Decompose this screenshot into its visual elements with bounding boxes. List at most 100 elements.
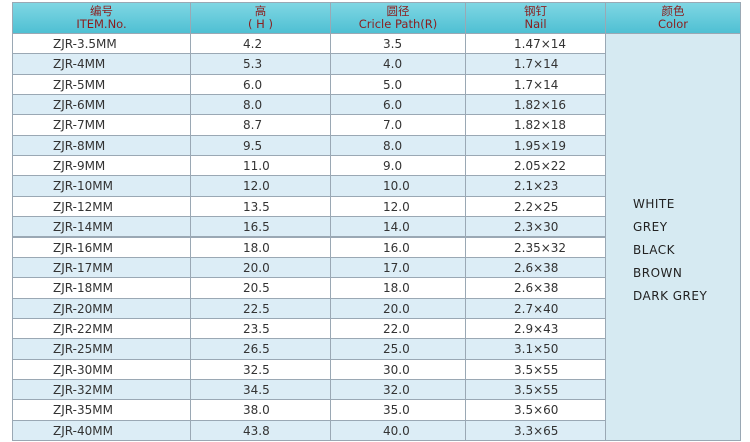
- header-zh: 颜色: [661, 4, 685, 18]
- table-cell: 22.0: [330, 317, 466, 340]
- table-cell: 1.7×14: [465, 73, 606, 96]
- table-cell: 34.5: [190, 378, 331, 401]
- table-cell: 2.2×25: [465, 195, 606, 218]
- table-cell: 5.0: [330, 73, 466, 96]
- table-cell: 25.0: [330, 338, 466, 360]
- table-cell: 2.05×22: [465, 155, 606, 177]
- table-cell: ZJR-16MM: [12, 236, 191, 258]
- table-cell: 22.5: [190, 297, 331, 319]
- header-cell: 编号 ITEM.No.: [12, 2, 191, 34]
- table-cell: 10.0: [330, 175, 466, 197]
- table-cell: 40.0: [330, 419, 466, 441]
- table-cell: 1.47×14: [465, 33, 606, 55]
- table-cell: 1.82×18: [465, 114, 606, 136]
- header-cell: 高( H ): [190, 2, 331, 34]
- table-cell: 26.5: [190, 338, 331, 360]
- table-cell: 2.6×38: [465, 256, 606, 279]
- table-cell: 8.0: [190, 94, 331, 116]
- table-cell: 2.3×30: [465, 216, 606, 238]
- table-cell: ZJR-3.5MM: [12, 33, 191, 55]
- table-cell: 3.1×50: [465, 338, 606, 360]
- table-cell: 35.0: [330, 399, 466, 421]
- table-cell: ZJR-20MM: [12, 297, 191, 319]
- table-cell: ZJR-5MM: [12, 73, 191, 96]
- table-cell: 3.5: [330, 33, 466, 55]
- header-en: Nail: [524, 17, 547, 31]
- table-cell: 3.3×65: [465, 419, 606, 441]
- header-zh: 高: [254, 4, 267, 18]
- table-cell: ZJR-4MM: [12, 53, 191, 75]
- color-name: BLACK: [633, 243, 675, 257]
- table-cell: 4.2: [190, 33, 331, 55]
- table-cell: 2.35×32: [465, 236, 606, 258]
- table-cell: 6.0: [330, 94, 466, 116]
- table-cell: 2.6×38: [465, 277, 606, 299]
- table-cell: 1.7×14: [465, 53, 606, 75]
- table-cell: 30.0: [330, 358, 466, 380]
- table-cell: 8.7: [190, 114, 331, 136]
- table-cell: 3.5×55: [465, 358, 606, 380]
- table-cell: ZJR-7MM: [12, 114, 191, 136]
- table-cell: 8.0: [330, 134, 466, 157]
- header-cell: 圆径 Cricle Path(R): [330, 2, 466, 34]
- table-cell: ZJR-6MM: [12, 94, 191, 116]
- table-cell: 20.5: [190, 277, 331, 299]
- table-cell: 16.5: [190, 216, 331, 238]
- table-cell: 11.0: [190, 155, 331, 177]
- table-cell: 2.9×43: [465, 317, 606, 340]
- table-cell: 18.0: [190, 236, 331, 258]
- table-cell: ZJR-8MM: [12, 134, 191, 157]
- table-cell: ZJR-14MM: [12, 216, 191, 238]
- table-cell: ZJR-12MM: [12, 195, 191, 218]
- table-cell: 6.0: [190, 73, 331, 96]
- table-cell: 32.5: [190, 358, 331, 380]
- table-cell: 17.0: [330, 256, 466, 279]
- table-cell: 12.0: [330, 195, 466, 218]
- table-cell: 20.0: [190, 256, 331, 279]
- table-cell: 23.5: [190, 317, 331, 340]
- table-cell: 12.0: [190, 175, 331, 197]
- table-cell: 5.3: [190, 53, 331, 75]
- color-name: WHITE: [633, 197, 675, 211]
- header-en: ( H ): [248, 17, 273, 31]
- header-en: ITEM.No.: [76, 17, 127, 31]
- table-cell: 9.5: [190, 134, 331, 157]
- table-cell: 32.0: [330, 378, 466, 401]
- table-cell: 2.1×23: [465, 175, 606, 197]
- table-cell: ZJR-9MM: [12, 155, 191, 177]
- table-cell: 13.5: [190, 195, 331, 218]
- table-cell: 16.0: [330, 236, 466, 258]
- table-cell: 43.8: [190, 419, 331, 441]
- table-cell: 4.0: [330, 53, 466, 75]
- color-cell: [605, 33, 741, 441]
- table-cell: 14.0: [330, 216, 466, 238]
- table-cell: 1.82×16: [465, 94, 606, 116]
- table-cell: ZJR-35MM: [12, 399, 191, 421]
- header-zh: 编号: [90, 4, 113, 18]
- table-cell: ZJR-30MM: [12, 358, 191, 380]
- table-cell: 38.0: [190, 399, 331, 421]
- table-cell: ZJR-10MM: [12, 175, 191, 197]
- header-en: Color: [657, 17, 689, 31]
- table-cell: 2.7×40: [465, 297, 606, 319]
- table-cell: ZJR-22MM: [12, 317, 191, 340]
- table-cell: 1.95×19: [465, 134, 606, 157]
- table-cell: 7.0: [330, 114, 466, 136]
- table-cell: 3.5×60: [465, 399, 606, 421]
- color-name: GREY: [633, 220, 668, 234]
- header-cell: 钢钉 Nail: [465, 2, 606, 34]
- table-cell: 3.5×55: [465, 378, 606, 401]
- table-cell: ZJR-40MM: [12, 419, 191, 441]
- header-zh: 圆径: [386, 4, 410, 18]
- table-cell: ZJR-32MM: [12, 378, 191, 401]
- header-cell: 颜色 Color: [605, 2, 741, 34]
- table-cell: 20.0: [330, 297, 466, 319]
- table-cell: ZJR-18MM: [12, 277, 191, 299]
- color-name: BROWN: [633, 266, 683, 280]
- table-cell: ZJR-17MM: [12, 256, 191, 279]
- table-cell: 18.0: [330, 277, 466, 299]
- table-cell: 9.0: [330, 155, 466, 177]
- table-cell: ZJR-25MM: [12, 338, 191, 360]
- header-zh: 钢钉: [524, 4, 547, 18]
